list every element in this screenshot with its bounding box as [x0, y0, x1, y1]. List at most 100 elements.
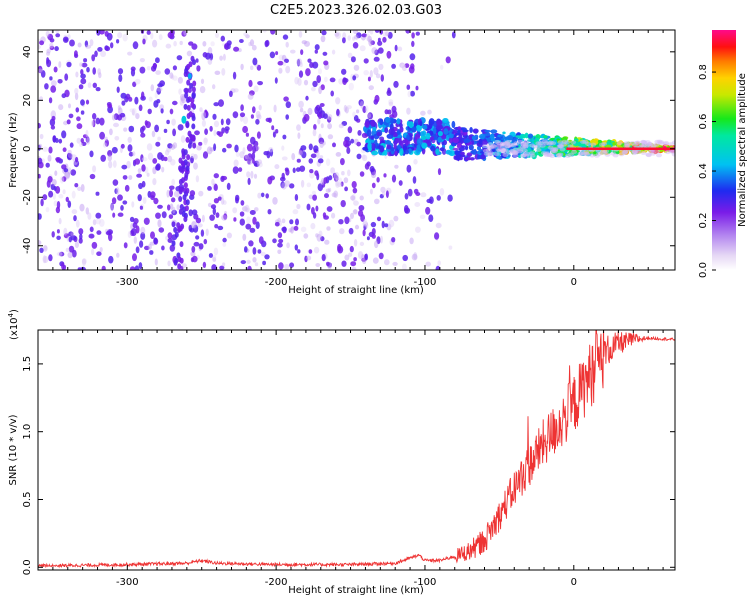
heatmap-cell [50, 85, 56, 92]
heatmap-cell [135, 79, 141, 85]
heatmap-cell [254, 174, 257, 179]
heatmap-cell [99, 132, 105, 140]
heatmap-cell [121, 93, 127, 99]
heatmap-cell [131, 67, 136, 72]
heatmap-cell [212, 84, 215, 89]
heatmap-cell [243, 116, 248, 124]
heatmap-cell [138, 168, 142, 173]
heatmap-cell [155, 57, 160, 63]
heatmap-cell [484, 152, 490, 156]
heatmap-cell [66, 197, 69, 202]
heatmap-cell [110, 42, 113, 48]
heatmap-cell [52, 135, 55, 142]
heatmap-cell [191, 246, 195, 253]
heatmap-cell [272, 197, 277, 205]
heatmap-cell [405, 150, 409, 155]
heatmap-cell [375, 95, 380, 103]
heatmap-cell [313, 129, 317, 136]
heatmap-cell [108, 256, 113, 264]
heatmap-cell [123, 175, 128, 180]
heatmap-cell [113, 123, 119, 127]
heatmap-cell [192, 115, 196, 121]
heatmap-cell [414, 202, 420, 207]
heatmap-cell [181, 116, 186, 124]
heatmap-cell [239, 39, 244, 43]
heatmap-cell [236, 152, 240, 157]
heatmap-cell [502, 132, 505, 135]
heatmap-cell [151, 84, 155, 91]
heatmap-cell [365, 254, 368, 261]
heatmap-cell [324, 240, 329, 245]
heatmap-cell [89, 151, 93, 158]
heatmap-cell [309, 169, 313, 173]
heatmap-cell [528, 134, 533, 139]
heatmap-cell [201, 79, 204, 84]
heatmap-cell [140, 133, 145, 138]
heatmap-cell [69, 40, 75, 47]
heatmap-cell [80, 99, 85, 105]
heatmap-cell [113, 160, 117, 168]
heatmap-cell [382, 37, 386, 43]
colorbar-label: Normalized spectral amplitude [737, 73, 748, 227]
heatmap-cell [346, 105, 352, 109]
heatmap-cell [296, 58, 302, 66]
heatmap-cell [55, 138, 59, 143]
heatmap-cell [57, 229, 60, 233]
heatmap-cell [148, 244, 152, 250]
heatmap-cell [100, 51, 106, 57]
heatmap-cell [214, 248, 219, 256]
heatmap-cell [38, 69, 43, 73]
heatmap-cell [382, 191, 386, 195]
heatmap-cell [219, 56, 223, 61]
heatmap-cell [355, 225, 359, 230]
heatmap-cell [442, 118, 448, 123]
heatmap-cell [295, 219, 299, 226]
heatmap-cell [268, 118, 272, 123]
heatmap-cell [265, 193, 269, 198]
heatmap-cell [400, 126, 404, 132]
heatmap-cell [452, 121, 456, 128]
heatmap-cell [379, 145, 384, 152]
heatmap-cell [446, 56, 451, 63]
heatmap-cell [381, 74, 384, 82]
heatmap-cell [212, 114, 216, 120]
heatmap-cell [209, 126, 212, 132]
heatmap-cell [74, 54, 78, 59]
heatmap-cell [248, 93, 254, 99]
heatmap-cell [440, 188, 445, 196]
heatmap-cell [360, 45, 366, 51]
heatmap-cell [430, 146, 435, 152]
heatmap-cell [412, 254, 418, 261]
heatmap-cell [358, 210, 363, 217]
heatmap-cell [202, 215, 205, 223]
heatmap-cell [130, 108, 135, 112]
heatmap-cell [283, 62, 287, 66]
heatmap-cell [393, 81, 398, 88]
heatmap-cell [376, 177, 379, 183]
heatmap-cell [362, 154, 365, 159]
heatmap-cell [131, 201, 134, 207]
heatmap-cell [63, 147, 67, 152]
heatmap-cell [326, 189, 331, 193]
heatmap-cell [43, 147, 48, 152]
heatmap-cell [486, 146, 492, 150]
heatmap-cell [241, 200, 245, 206]
heatmap-cell [171, 197, 175, 202]
heatmap-cell [342, 37, 346, 43]
heatmap-cell [227, 183, 231, 190]
heatmap-cell [159, 227, 165, 232]
heatmap-cell [290, 50, 296, 54]
heatmap-cell [449, 246, 453, 250]
heatmap-cell [138, 194, 142, 201]
heatmap-cell [152, 178, 156, 185]
heatmap-cell [308, 108, 313, 115]
heatmap-cell [453, 137, 459, 143]
heatmap-cell [178, 124, 184, 130]
heatmap-cell [81, 110, 85, 114]
heatmap-cell [251, 114, 254, 119]
heatmap-cell [184, 182, 188, 188]
heatmap-cell [185, 205, 189, 211]
heatmap-cell [77, 123, 83, 129]
heatmap-cell [63, 189, 66, 194]
heatmap-cell [650, 152, 656, 156]
